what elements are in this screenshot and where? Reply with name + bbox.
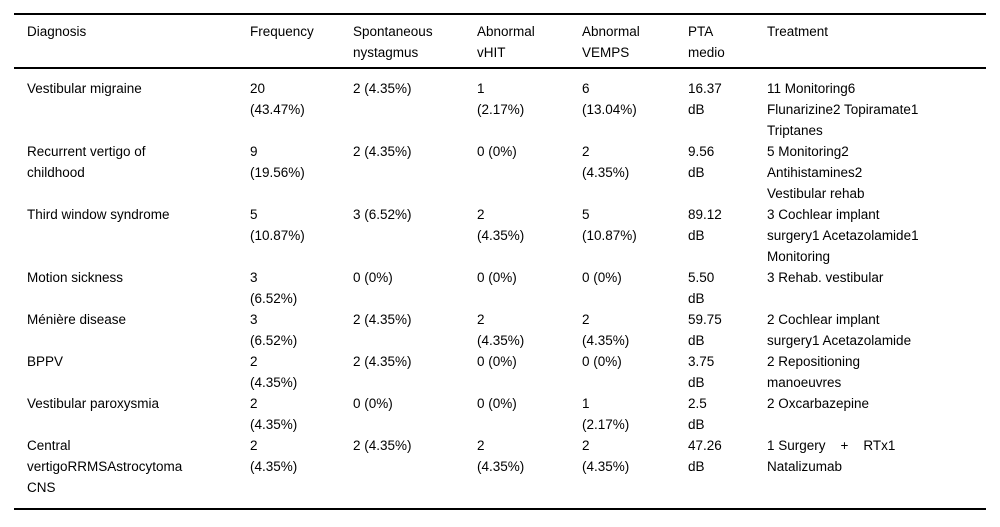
cell-abnormal-vhit: 1 (2.17%) [477, 81, 525, 117]
table-row: Ménière disease 3 (6.52%) 2 (4.35%) 2 (4… [14, 309, 986, 351]
cell-abnormal-vhit: 2 (4.35%) [477, 207, 525, 243]
cell-treatment: 2 Cochlear implant surgery1 Acetazolamid… [767, 312, 912, 348]
cell-frequency: 3 (6.52%) [250, 270, 298, 306]
cell-treatment: 2 Repositioning manoeuvres [767, 354, 861, 390]
cell-frequency: 2 (4.35%) [250, 354, 298, 390]
cell-treatment: 1 Surgery + RTx1 Natalizumab [767, 438, 896, 474]
cell-frequency: 3 (6.52%) [250, 312, 298, 348]
cell-frequency: 5 (10.87%) [250, 207, 305, 243]
cell-abnormal-vhit: 2 (4.35%) [477, 312, 525, 348]
cell-diagnosis: Third window syndrome [27, 207, 170, 222]
cell-treatment: 2 Oxcarbazepine [767, 396, 870, 411]
cell-abnormal-vemps: 0 (0%) [582, 354, 622, 369]
diagnosis-table: Diagnosis Frequency Spontaneous nystagmu… [14, 13, 986, 510]
table-row: BPPV 2 (4.35%) 2 (4.35%) 0 (0%) 0 (0%) 3… [14, 351, 986, 393]
cell-spontaneous-nystagmus: 2 (4.35%) [353, 81, 412, 96]
cell-spontaneous-nystagmus: 0 (0%) [353, 270, 393, 285]
cell-frequency: 2 (4.35%) [250, 438, 298, 474]
table-row: Vestibular paroxysmia 2 (4.35%) 0 (0%) 0… [14, 393, 986, 435]
cell-diagnosis: Vestibular migraine [27, 81, 142, 96]
cell-pta-medio: 2.5 dB [688, 396, 707, 432]
cell-abnormal-vemps: 5 (10.87%) [582, 207, 637, 243]
cell-abnormal-vemps: 1 (2.17%) [582, 396, 630, 432]
cell-abnormal-vhit: 0 (0%) [477, 144, 517, 159]
column-header-treatment: Treatment [767, 14, 986, 69]
cell-spontaneous-nystagmus: 2 (4.35%) [353, 438, 412, 453]
cell-abnormal-vemps: 0 (0%) [582, 270, 622, 285]
cell-treatment: 3 Rehab. vestibular [767, 270, 884, 285]
column-header-spontaneous-nystagmus: Spontaneous nystagmus [353, 14, 477, 69]
cell-pta-medio: 47.26 dB [688, 438, 722, 474]
table-row: Third window syndrome 5 (10.87%) 3 (6.52… [14, 204, 986, 267]
cell-abnormal-vemps: 6 (13.04%) [582, 81, 637, 117]
cell-treatment: 3 Cochlear implant surgery1 Acetazolamid… [767, 207, 919, 264]
cell-diagnosis: Central vertigoRRMSAstrocytoma CNS [27, 438, 183, 495]
cell-abnormal-vemps: 2 (4.35%) [582, 144, 630, 180]
table-body: Vestibular migraine 20 (43.47%) 2 (4.35%… [14, 68, 986, 509]
cell-diagnosis: Motion sickness [27, 270, 124, 285]
table-row: Motion sickness 3 (6.52%) 0 (0%) 0 (0%) … [14, 267, 986, 309]
cell-frequency: 2 (4.35%) [250, 396, 298, 432]
cell-spontaneous-nystagmus: 2 (4.35%) [353, 144, 412, 159]
cell-spontaneous-nystagmus: 3 (6.52%) [353, 207, 412, 222]
cell-abnormal-vhit: 0 (0%) [477, 270, 517, 285]
column-header-abnormal-vemps: Abnormal VEMPS [582, 14, 688, 69]
column-header-frequency: Frequency [250, 14, 353, 69]
table-row: Recurrent vertigo of childhood 9 (19.56%… [14, 141, 986, 204]
cell-pta-medio: 59.75 dB [688, 312, 722, 348]
cell-pta-medio: 89.12 dB [688, 207, 722, 243]
table-header: Diagnosis Frequency Spontaneous nystagmu… [14, 14, 986, 69]
column-header-abnormal-vhit: Abnormal vHIT [477, 14, 582, 69]
cell-abnormal-vhit: 2 (4.35%) [477, 438, 525, 474]
cell-spontaneous-nystagmus: 2 (4.35%) [353, 312, 412, 327]
cell-treatment: 11 Monitoring6 Flunarizine2 Topiramate1 … [767, 81, 919, 138]
cell-frequency: 20 (43.47%) [250, 81, 305, 117]
cell-pta-medio: 16.37 dB [688, 81, 722, 117]
header-row: Diagnosis Frequency Spontaneous nystagmu… [14, 14, 986, 69]
cell-abnormal-vhit: 0 (0%) [477, 396, 517, 411]
cell-diagnosis: BPPV [27, 354, 64, 369]
cell-frequency: 9 (19.56%) [250, 144, 305, 180]
column-header-pta-medio: PTA medio [688, 14, 767, 69]
cell-spontaneous-nystagmus: 2 (4.35%) [353, 354, 412, 369]
cell-treatment: 5 Monitoring2 Antihistamines2 Vestibular… [767, 144, 865, 201]
cell-pta-medio: 3.75 dB [688, 354, 715, 390]
table-row: Vestibular migraine 20 (43.47%) 2 (4.35%… [14, 68, 986, 141]
table-row: Central vertigoRRMSAstrocytoma CNS 2 (4.… [14, 435, 986, 509]
cell-pta-medio: 9.56 dB [688, 144, 715, 180]
cell-diagnosis: Recurrent vertigo of childhood [27, 144, 146, 180]
cell-spontaneous-nystagmus: 0 (0%) [353, 396, 393, 411]
cell-pta-medio: 5.50 dB [688, 270, 715, 306]
cell-abnormal-vhit: 0 (0%) [477, 354, 517, 369]
cell-abnormal-vemps: 2 (4.35%) [582, 438, 630, 474]
column-header-diagnosis: Diagnosis [14, 14, 250, 69]
cell-diagnosis: Ménière disease [27, 312, 127, 327]
cell-abnormal-vemps: 2 (4.35%) [582, 312, 630, 348]
cell-diagnosis: Vestibular paroxysmia [27, 396, 160, 411]
diagnosis-table-container: Diagnosis Frequency Spontaneous nystagmu… [14, 13, 986, 510]
